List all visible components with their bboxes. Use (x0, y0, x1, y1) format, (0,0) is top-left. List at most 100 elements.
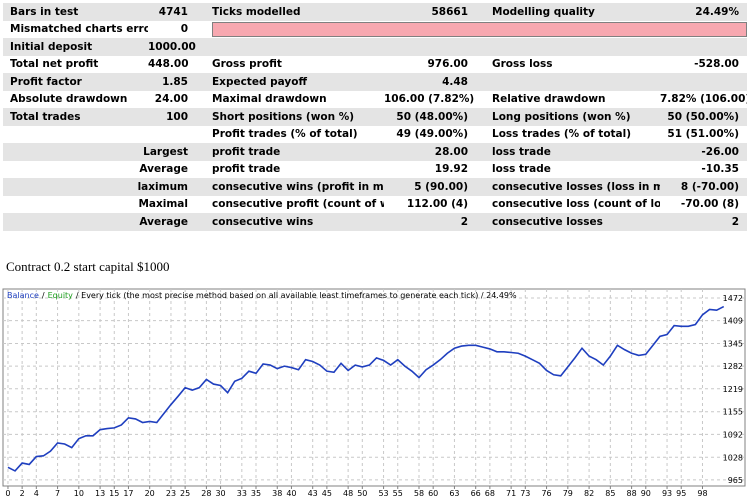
label: consecutive profit (count of wins) (212, 198, 384, 211)
label: Total net profit (10, 58, 99, 71)
label: Expected payoff (196, 73, 384, 91)
y-tick-label: 1472 (723, 294, 743, 303)
value: 112.00 (4) (406, 198, 468, 211)
x-tick-label: 82 (584, 489, 594, 498)
label: consecutive losses (loss in money) (476, 178, 660, 196)
x-tick-label: 7 (55, 489, 60, 498)
row: Profit factor 1.85 Expected payoff 4.48 (3, 73, 747, 91)
x-tick-label: 88 (627, 489, 637, 498)
label: Average (139, 163, 188, 176)
row: Mismatched charts errors 0 (3, 21, 747, 39)
x-tick-label: 76 (541, 489, 551, 498)
label: Maximal drawdown (212, 93, 327, 106)
value: 2 (384, 213, 476, 231)
quality-bar-cell (196, 21, 747, 39)
label: Ticks modelled (196, 3, 384, 21)
value: 58661 (384, 3, 476, 21)
x-tick-label: 73 (520, 489, 530, 498)
empty (196, 38, 747, 56)
y-tick-label: 1409 (723, 317, 743, 326)
row: Average consecutive wins 2 consecutive loss… (3, 213, 747, 231)
x-tick-label: 71 (506, 489, 516, 498)
x-tick-label: 20 (145, 489, 155, 498)
label: Profit trades (% of total) (212, 128, 358, 141)
y-tick-label: 1155 (723, 408, 743, 417)
row: Average profit trade 19.92 loss trade -10.35 (3, 161, 747, 179)
label: loss trade (492, 163, 551, 176)
legend-separator: / (42, 291, 45, 300)
label: consecutive wins (profit in money) (196, 178, 384, 196)
value: 0 (180, 23, 188, 36)
x-tick-label: 90 (641, 489, 651, 498)
legend-subtitle: / Every tick (the most precise method ba… (76, 291, 517, 300)
x-tick-label: 38 (272, 489, 282, 498)
label: Gross profit (212, 58, 282, 71)
empty (3, 126, 196, 144)
label: profit trade (212, 163, 281, 176)
value: -528.00 (694, 58, 739, 71)
label: profit trade (196, 143, 384, 161)
x-tick-label: 98 (697, 489, 707, 498)
value: -26.00 (660, 143, 747, 161)
value: 51 (51.00%) (667, 128, 739, 141)
row: Bars in test 4741 Ticks modelled 58661 Model… (3, 3, 747, 21)
label: Initial deposit (3, 38, 148, 56)
label: consecutive losses (476, 213, 660, 231)
row: Profit trades (% of total) 49 (49.00%) Los… (3, 126, 747, 144)
value: 24.49% (660, 3, 747, 21)
x-tick-label: 66 (471, 489, 481, 498)
label: Relative drawdown (492, 93, 606, 106)
value: 28.00 (384, 143, 476, 161)
label: Mismatched charts errors (10, 23, 148, 36)
x-tick-label: 85 (605, 489, 615, 498)
value: 448.00 (148, 58, 189, 71)
label: consecutive loss (count of losses) (492, 198, 660, 211)
x-tick-label: 15 (109, 489, 119, 498)
empty (476, 73, 747, 91)
value: 106.00 (7.82%) (384, 93, 475, 106)
report-table: Bars in test 4741 Ticks modelled 58661 Model… (3, 3, 747, 231)
x-tick-label: 55 (393, 489, 403, 498)
y-tick-label: 1219 (723, 385, 743, 394)
value: 2 (660, 213, 747, 231)
x-tick-label: 43 (308, 489, 318, 498)
label: consecutive wins (196, 213, 384, 231)
quality-bar (212, 21, 747, 37)
x-tick-label: 10 (74, 489, 84, 498)
value: 7.82% (106.00) (660, 93, 747, 106)
x-tick-label: 23 (166, 489, 176, 498)
x-tick-label: 28 (201, 489, 211, 498)
plot-frame (2, 288, 746, 487)
x-tick-label: 48 (343, 489, 353, 498)
value: 4.48 (384, 73, 476, 91)
y-tick-label: 1282 (723, 362, 743, 371)
x-tick-label: 60 (428, 489, 438, 498)
label: Largest (3, 143, 196, 161)
x-tick-label: 93 (662, 489, 672, 498)
label: Total trades (3, 108, 148, 126)
y-tick-label: 1345 (723, 340, 743, 349)
label: Long positions (won %) (476, 108, 660, 126)
x-tick-label: 17 (123, 489, 133, 498)
label: Profit factor (3, 73, 148, 91)
x-tick-label: 40 (286, 489, 296, 498)
x-tick-label: 30 (215, 489, 225, 498)
value: 5 (90.00) (384, 178, 476, 196)
label: Modelling quality (476, 3, 660, 21)
value: 976.00 (427, 58, 468, 71)
label: Loss trades (% of total) (492, 128, 632, 141)
balance-line (7, 305, 725, 472)
value: 4741 (148, 3, 196, 21)
x-tick-label: 2 (20, 489, 25, 498)
x-tick-label: 45 (322, 489, 332, 498)
x-tick-label: 79 (563, 489, 573, 498)
x-tick-label: 35 (251, 489, 261, 498)
y-tick-label: 965 (728, 476, 743, 485)
label: Maximal (138, 198, 188, 211)
x-tick-label: 95 (676, 489, 686, 498)
y-tick-label: 1092 (723, 430, 743, 439)
x-tick-label: 25 (180, 489, 190, 498)
value: 19.92 (434, 163, 468, 176)
